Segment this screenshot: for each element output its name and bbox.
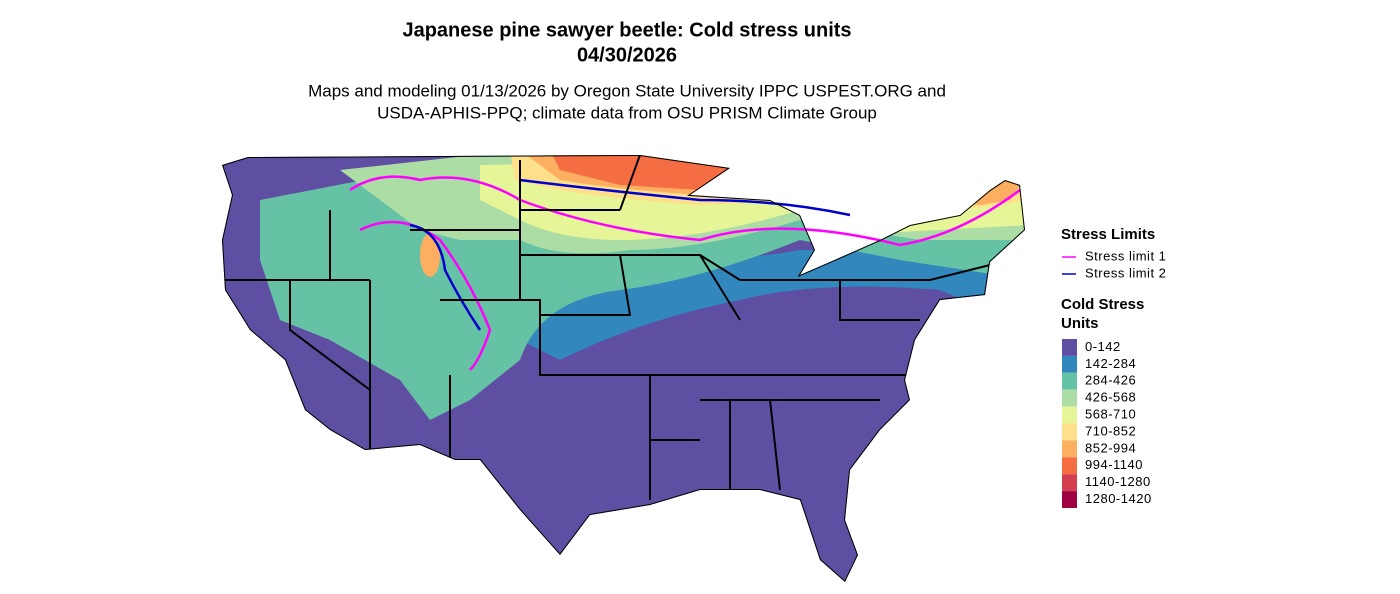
- legend-swatch: [1062, 423, 1077, 441]
- legend-title: Stress Limits: [1061, 226, 1155, 243]
- legend-title: Cold Stress: [1061, 296, 1144, 313]
- subtitle: USDA-APHIS-PPQ; climate data from OSU PR…: [377, 103, 877, 122]
- legend-label: 710-852: [1085, 423, 1136, 438]
- legend-swatch: [1062, 491, 1077, 508]
- legend-label: Stress limit 1: [1085, 248, 1166, 263]
- legend-label: 1280-1420: [1085, 491, 1152, 506]
- legend-label: 0-142: [1085, 339, 1121, 354]
- legend-label: 142-284: [1085, 356, 1136, 371]
- legend-swatch: [1062, 389, 1077, 407]
- legend-swatch: [1062, 440, 1077, 458]
- legend-label: 1140-1280: [1085, 474, 1151, 489]
- legend-title: Units: [1061, 315, 1099, 332]
- legend-label: 994-1140: [1085, 457, 1143, 472]
- legend-swatch: [1062, 457, 1077, 475]
- legend-swatch: [1062, 406, 1077, 424]
- title: Japanese pine sawyer beetle: Cold stress…: [402, 19, 851, 41]
- legend-swatch: [1062, 339, 1077, 356]
- legend-swatch: [1062, 474, 1077, 492]
- legend-label: 426-568: [1085, 390, 1136, 405]
- legend-label: 568-710: [1085, 407, 1136, 422]
- legend-swatch: [1062, 355, 1077, 373]
- legend-label: 284-426: [1085, 373, 1136, 388]
- legend-label: 852-994: [1085, 440, 1136, 455]
- subtitle: Maps and modeling 01/13/2026 by Oregon S…: [308, 81, 946, 100]
- stress-contours: [349, 175, 1021, 371]
- cold-stress-map: [222, 155, 1025, 582]
- title: 04/30/2026: [577, 44, 677, 66]
- legend-swatch: [1062, 372, 1077, 390]
- legend-label: Stress limit 2: [1085, 265, 1166, 280]
